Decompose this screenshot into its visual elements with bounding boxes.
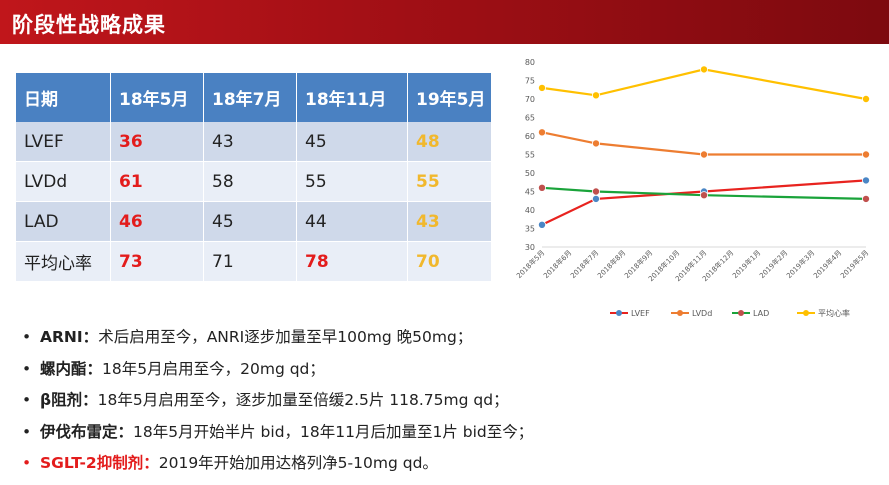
table-header-row: 日期 18年5月 18年7月 18年11月 19年5月 — [16, 73, 492, 122]
results-table: 日期 18年5月 18年7月 18年11月 19年5月 LVEF 36 43 4… — [16, 73, 492, 282]
legend-marker — [803, 310, 809, 316]
note-term: β阻剂 — [40, 391, 83, 409]
bullet-icon: • — [22, 328, 32, 346]
column-header: 18年7月 — [203, 73, 297, 122]
y-tick-label: 30 — [525, 243, 535, 252]
note-term: 螺内酯 — [40, 359, 87, 378]
row-label: LVDd — [16, 161, 111, 202]
data-point — [592, 139, 601, 148]
data-point — [592, 91, 601, 100]
y-tick-label: 35 — [525, 225, 535, 234]
bullet-icon: • — [22, 454, 32, 472]
note-text: 18年5月开始半片 bid，18年11月后加量至1片 bid至今； — [133, 422, 534, 441]
y-tick-label: 65 — [525, 114, 535, 123]
series-line-LVDd — [541, 131, 866, 156]
table-cell: 45 — [203, 201, 297, 242]
table-cell: 43 — [407, 201, 492, 242]
y-tick-label: 40 — [525, 206, 535, 215]
y-tick-label: 80 — [525, 58, 535, 67]
legend-label: LVEF — [631, 309, 650, 318]
data-point — [861, 194, 870, 203]
table-cell: 45 — [296, 122, 408, 162]
note-separator: ： — [82, 328, 99, 346]
data-point — [861, 176, 870, 185]
bullet-icon: • — [22, 359, 32, 378]
table-cell: 58 — [203, 161, 297, 202]
legend-label: LAD — [753, 309, 769, 318]
data-point — [861, 95, 870, 104]
data-point — [861, 150, 870, 159]
note-item: • ARNI：术后启用至今，ANRI逐步加量至早100mg 晚50mg； — [22, 327, 533, 359]
note-item-highlighted: • SGLT-2抑制剂：2019年开始加用达格列净5-10mg qd。 — [22, 453, 533, 485]
series-line-LAD — [541, 186, 867, 200]
y-tick-label: 75 — [525, 77, 535, 86]
x-tick-label: 2019年5月 — [838, 248, 870, 280]
table-cell: 61 — [110, 161, 204, 202]
bullet-icon: • — [22, 422, 32, 441]
note-text: 术后启用至今，ANRI逐步加量至早100mg 晚50mg； — [98, 328, 473, 346]
column-header: 18年11月 — [296, 73, 408, 122]
note-text: 18年5月启用至今，逐步加量至倍缓2.5片 118.75mg qd； — [97, 391, 509, 409]
table-cell: 36 — [110, 122, 204, 162]
note-text: 18年5月启用至今，20mg qd； — [102, 359, 325, 378]
title-bar: 阶段性战略成果 — [0, 0, 889, 44]
column-header: 19年5月 — [407, 73, 492, 122]
series-line-LVEF — [541, 179, 867, 226]
table-row: LVDd 61 58 55 55 — [16, 161, 492, 202]
data-point — [592, 187, 601, 196]
row-label: LVEF — [16, 122, 111, 162]
note-term: SGLT-2抑制剂 — [40, 454, 144, 472]
data-point — [537, 128, 546, 137]
note-separator: ： — [82, 391, 98, 409]
note-text: 2019年开始加用达格列净5-10mg qd。 — [158, 454, 438, 472]
table-cell: 44 — [296, 201, 408, 242]
bullet-icon: • — [22, 391, 32, 409]
table-cell: 70 — [407, 241, 492, 282]
table-cell: 46 — [110, 201, 204, 242]
data-point — [537, 83, 546, 92]
series-line-平均心率 — [541, 68, 867, 101]
table-cell: 55 — [296, 161, 408, 202]
line-chart: 30354045505560657075802018年5月2018年6月2018… — [514, 58, 870, 318]
y-tick-label: 45 — [525, 188, 535, 197]
data-point — [537, 220, 546, 229]
table-row: LAD 46 45 44 43 — [16, 201, 492, 242]
note-separator: ： — [143, 454, 159, 472]
table-cell: 48 — [407, 122, 492, 162]
column-header-date: 日期 — [16, 73, 111, 122]
note-item: • 伊伐布雷定：18年5月开始半片 bid，18年11月后加量至1片 bid至今； — [22, 422, 533, 454]
y-tick-label: 60 — [525, 132, 535, 141]
legend-label: 平均心率 — [818, 308, 850, 318]
note-term: ARNI — [40, 328, 83, 346]
y-tick-label: 70 — [525, 95, 535, 104]
note-item: • β阻剂：18年5月启用至今，逐步加量至倍缓2.5片 118.75mg qd； — [22, 390, 533, 422]
table-row: LVEF 36 43 45 48 — [16, 122, 492, 162]
data-point — [699, 65, 708, 74]
data-point — [699, 150, 708, 159]
note-separator: ： — [86, 359, 103, 378]
legend-marker — [677, 310, 683, 316]
y-tick-label: 55 — [525, 151, 535, 160]
row-label: 平均心率 — [16, 241, 111, 282]
table-cell: 71 — [203, 241, 297, 282]
note-item: • 螺内酯：18年5月启用至今，20mg qd； — [22, 359, 533, 391]
table-cell: 43 — [203, 122, 297, 162]
table-cell: 78 — [296, 241, 408, 282]
note-separator: ： — [117, 422, 134, 441]
data-point — [592, 194, 601, 203]
medication-notes: • ARNI：术后启用至今，ANRI逐步加量至早100mg 晚50mg； • 螺内酯… — [22, 327, 533, 485]
column-header: 18年5月 — [110, 73, 204, 122]
note-term: 伊伐布雷定 — [40, 422, 118, 441]
legend-label: LVDd — [692, 309, 712, 318]
data-point — [699, 191, 708, 200]
legend-marker — [738, 310, 744, 316]
table-cell: 73 — [110, 241, 204, 282]
row-label: LAD — [16, 201, 111, 242]
page-title: 阶段性战略成果 — [12, 13, 166, 37]
table-cell: 55 — [407, 161, 492, 202]
table-row: 平均心率 73 71 78 70 — [16, 241, 492, 282]
legend-marker — [616, 310, 622, 316]
y-tick-label: 50 — [525, 169, 535, 178]
data-point — [537, 183, 546, 192]
